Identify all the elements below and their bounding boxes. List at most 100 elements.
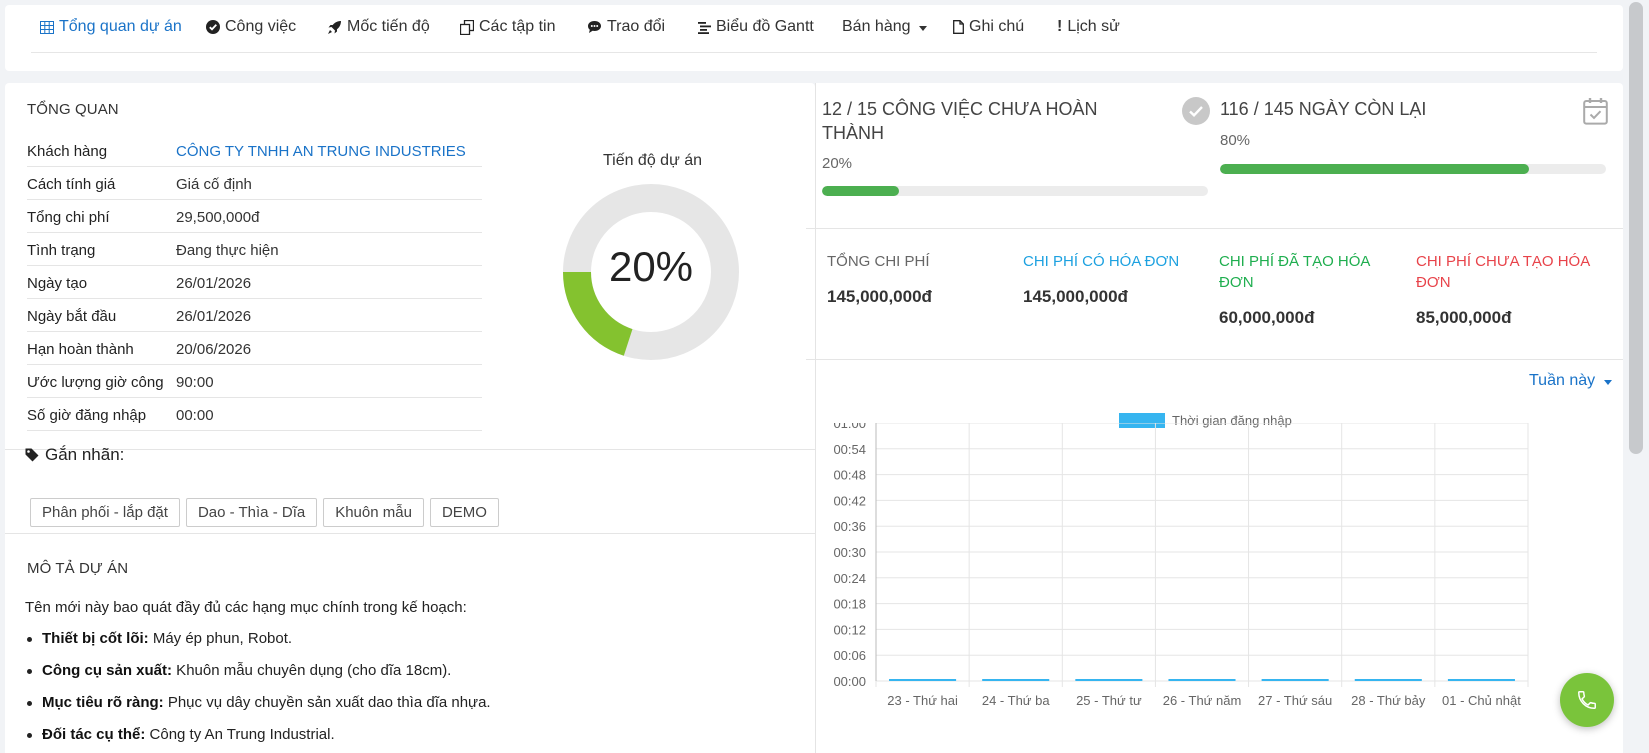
- description-bullets: Thiết bị cốt lõi: Máy ép phun, Robot. Cô…: [25, 630, 491, 753]
- divider: [806, 359, 1623, 360]
- tab-tasks-label: Công việc: [225, 18, 297, 35]
- tabs-divider: [31, 52, 1597, 53]
- tag-chip[interactable]: Khuôn mẫu: [323, 498, 424, 527]
- x-tick-label: 26 - Thứ năm: [1163, 693, 1242, 708]
- list-item: Công cụ sản xuất: Khuôn mẫu chuyên dụng …: [25, 662, 491, 694]
- bar-4[interactable]: [1261, 679, 1329, 681]
- tasks-percent: 20%: [822, 155, 853, 172]
- x-tick-label: 01 - Chủ nhật: [1442, 693, 1521, 708]
- tasks-progress-bar: [822, 186, 1208, 196]
- bullet-heading: Đối tác cụ thể:: [42, 726, 146, 743]
- chart-legend: Thời gian đăng nhập: [1119, 413, 1292, 428]
- x-tick-label: 24 - Thứ ba: [982, 693, 1050, 708]
- y-tick-label: 00:12: [833, 622, 866, 637]
- info-value: Giá cố định: [176, 176, 252, 193]
- info-label: Khách hàng: [27, 143, 108, 160]
- bullet-text: Phục vụ dây chuyền sản xuất dao thìa dĩa…: [163, 694, 491, 711]
- y-tick-label: 00:18: [833, 597, 866, 612]
- divider: [5, 449, 815, 450]
- tab-milestones[interactable]: Mốc tiến độ: [327, 16, 430, 38]
- customer-link[interactable]: CÔNG TY TNHH AN TRUNG INDUSTRIES: [176, 143, 466, 160]
- info-label: Ước lượng giờ công: [27, 374, 164, 391]
- time-range-dropdown[interactable]: Tuần này: [1529, 372, 1613, 390]
- tab-files[interactable]: Các tập tin: [460, 16, 555, 38]
- comment-icon: [588, 21, 601, 33]
- info-value: 00:00: [176, 407, 214, 424]
- days-progress-fill: [1220, 164, 1529, 174]
- bar-5[interactable]: [1354, 679, 1422, 681]
- tasks-progress-fill: [822, 186, 900, 196]
- tab-sales-dropdown[interactable]: Bán hàng: [842, 16, 927, 38]
- bar-1[interactable]: [982, 679, 1050, 681]
- tab-notes[interactable]: Ghi chú: [953, 16, 1024, 38]
- tag-chip[interactable]: Dao - Thìa - Dĩa: [185, 498, 318, 527]
- info-value: 26/01/2026: [176, 275, 252, 292]
- total-cost-value: 145,000,000đ: [827, 287, 932, 306]
- tab-milestones-label: Mốc tiến độ: [347, 18, 430, 35]
- bullet-text: Công ty An Trung Industrial.: [145, 726, 335, 743]
- files-icon: [460, 19, 474, 35]
- scrollbar-thumb[interactable]: [1629, 2, 1643, 454]
- unbilled-cost-value: 85,000,000đ: [1416, 308, 1512, 327]
- tab-discussion-label: Trao đổi: [607, 18, 666, 35]
- check-circle-icon: [206, 20, 220, 34]
- x-tick-label: 25 - Thứ tư: [1076, 693, 1142, 708]
- page-scrollbar[interactable]: [1623, 0, 1649, 753]
- tab-discussion[interactable]: Trao đổi: [587, 16, 665, 38]
- billed-cost-value: 60,000,000đ: [1219, 308, 1315, 327]
- tab-tasks[interactable]: Công việc: [206, 16, 296, 38]
- invoiced-cost-label: CHI PHÍ CÓ HÓA ĐƠN: [1023, 253, 1180, 270]
- x-tick-label: 27 - Thứ sáu: [1258, 693, 1332, 708]
- x-tick-label: 28 - Thứ bảy: [1351, 693, 1426, 708]
- bullet-heading: Thiết bị cốt lõi:: [42, 630, 149, 647]
- overview-title: TỔNG QUAN: [27, 101, 119, 118]
- info-label: Ngày bắt đầu: [27, 308, 117, 325]
- y-tick-label: 00:00: [833, 674, 866, 689]
- info-label: Ngày tạo: [27, 275, 88, 292]
- total-cost-label: TỔNG CHI PHÍ: [827, 253, 930, 270]
- tag-list: Phân phối - lắp đặt Dao - Thìa - Dĩa Khu…: [30, 498, 499, 527]
- list-item: Thiết bị cốt lõi: Máy ép phun, Robot.: [25, 630, 491, 662]
- y-tick-label: 00:48: [833, 468, 866, 483]
- tab-history[interactable]: ! Lịch sử: [1057, 16, 1120, 38]
- info-row-estimated-hours: Ước lượng giờ công 90:00: [27, 365, 482, 398]
- tag-chip[interactable]: DEMO: [429, 498, 499, 527]
- rocket-icon: [328, 20, 341, 34]
- info-row-created: Ngày tạo 26/01/2026: [27, 266, 482, 299]
- caret-down-icon: [1604, 379, 1613, 385]
- info-value: 29,500,000đ: [176, 209, 260, 226]
- tab-gantt[interactable]: Biểu đồ Gantt: [698, 16, 814, 38]
- project-tabs-bar: Tổng quan dự án Công việc Mốc tiến độ Cá…: [5, 5, 1623, 71]
- bar-0[interactable]: [889, 679, 957, 681]
- days-percent: 80%: [1220, 132, 1251, 149]
- caret-down-icon: [918, 25, 927, 31]
- tab-sales-label: Bán hàng: [842, 18, 911, 35]
- invoiced-cost-value: 145,000,000đ: [1023, 287, 1128, 306]
- bullet-text: Khuôn mẫu chuyên dụng (cho dĩa 18cm).: [172, 662, 452, 679]
- y-tick-label: 00:36: [833, 519, 866, 534]
- check-circle-icon: [1182, 97, 1210, 125]
- tab-gantt-label: Biểu đồ Gantt: [716, 18, 814, 35]
- divider: [5, 533, 815, 534]
- y-tick-label: 00:06: [833, 648, 866, 663]
- tag-chip[interactable]: Phân phối - lắp đặt: [30, 498, 180, 527]
- divider: [806, 228, 1623, 229]
- info-label: Cách tính giá: [27, 176, 116, 193]
- info-row-billing-type: Cách tính giá Giá cố định: [27, 167, 482, 200]
- progress-percent: 20%: [608, 243, 694, 290]
- days-remaining-title: 116 / 145 NGÀY CÒN LẠI: [1220, 99, 1427, 119]
- tab-overview[interactable]: Tổng quan dự án: [40, 16, 182, 38]
- info-label: Hạn hoàn thành: [27, 341, 134, 358]
- bullet-heading: Công cụ sản xuất:: [42, 662, 173, 679]
- days-progress-bar: [1220, 164, 1606, 174]
- bar-3[interactable]: [1168, 679, 1236, 681]
- tasks-remaining-title: 12 / 15 CÔNG VIỆC CHƯA HOÀN THÀNH: [822, 99, 1098, 143]
- y-tick-label: 00:24: [833, 571, 866, 586]
- legend-label: Thời gian đăng nhập: [1172, 413, 1292, 428]
- progress-arc: [563, 271, 634, 356]
- call-button[interactable]: [1560, 673, 1614, 727]
- bar-6[interactable]: [1447, 679, 1515, 681]
- bar-2[interactable]: [1075, 679, 1143, 681]
- tab-history-label: Lịch sử: [1067, 18, 1120, 35]
- info-label: Tình trạng: [27, 242, 96, 259]
